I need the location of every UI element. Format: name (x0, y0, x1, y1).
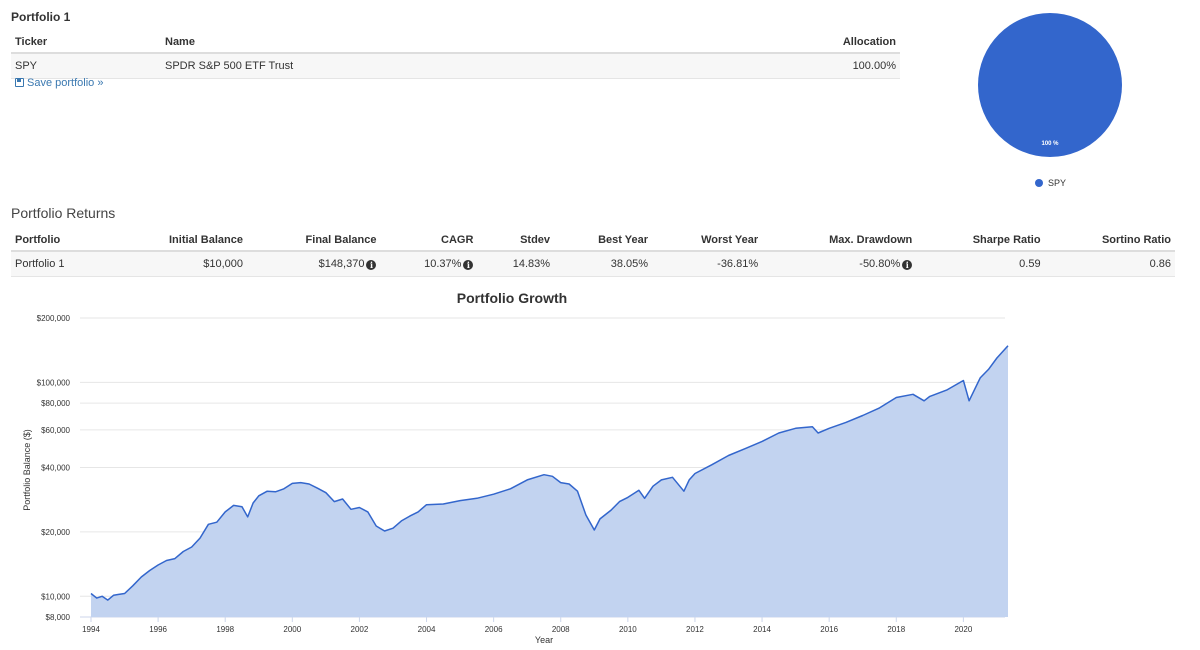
allocation-table: Ticker Name Allocation SPY SPDR S&P 500 … (11, 30, 900, 79)
legend-label-spy: SPY (1048, 178, 1067, 188)
column-header-cagr: CAGR (380, 228, 478, 252)
chart-title: Portfolio Growth (457, 290, 567, 306)
x-tick-label: 2002 (351, 625, 369, 634)
portfolio-title: Portfolio 1 (11, 10, 71, 24)
x-tick-label: 1994 (82, 625, 100, 634)
y-tick-label: $8,000 (46, 613, 71, 622)
allocation-cell: 100.00% (670, 53, 900, 79)
y-tick-label: $100,000 (37, 378, 71, 387)
info-icon[interactable]: i (463, 260, 474, 270)
x-tick-label: 2000 (283, 625, 301, 634)
max-drawdown-cell: -50.80% i (762, 251, 917, 277)
x-tick-label: 2006 (485, 625, 503, 634)
pie-slice-spy[interactable] (978, 13, 1122, 157)
x-tick-label: 1996 (149, 625, 167, 634)
series-line[interactable] (90, 345, 1009, 601)
column-header-max-drawdown: Max. Drawdown (762, 228, 917, 252)
column-header-sharpe-ratio: Sharpe Ratio (916, 228, 1045, 252)
column-header-stdev: Stdev (477, 228, 555, 252)
max-drawdown-value: -50.80% (859, 258, 901, 270)
y-tick-label: $10,000 (41, 592, 70, 601)
x-tick-label: 1998 (216, 625, 234, 634)
final-balance-value: $148,370 (318, 258, 365, 270)
cagr-value: 10.37% (424, 258, 462, 270)
y-tick-label: $40,000 (41, 464, 70, 473)
x-axis-label: Year (535, 635, 553, 645)
save-portfolio-label: Save portfolio » (27, 77, 104, 89)
y-tick-label: $20,000 (41, 528, 70, 537)
sortino-ratio-cell: 0.86 (1044, 251, 1175, 277)
column-header-final-balance: Final Balance (246, 228, 381, 252)
allocation-pie-chart: 100 % (978, 13, 1122, 157)
x-axis-ticks: 1994 1996 1998 2000 2002 2004 2006 2008 2010 2012… (82, 617, 973, 634)
worst-year-cell: -36.81% (652, 251, 763, 277)
y-tick-label: $200,000 (37, 314, 71, 323)
pie-legend[interactable]: SPY (1035, 178, 1066, 188)
info-icon[interactable]: i (902, 260, 913, 270)
best-year-cell: 38.05% (554, 251, 653, 277)
pie-slice-label: 100 % (1041, 141, 1059, 147)
x-tick-label: 2020 (954, 625, 972, 634)
portfolio-growth-chart: Portfolio Growth Portfolio Balance ($) Y… (22, 290, 1009, 645)
column-header-initial-balance: Initial Balance (108, 228, 247, 252)
x-tick-label: 2016 (820, 625, 838, 634)
column-header-portfolio: Portfolio (11, 228, 109, 252)
sharpe-ratio-cell: 0.59 (916, 251, 1045, 277)
x-tick-label: 2008 (552, 625, 570, 634)
ticker-cell: SPY (11, 53, 161, 79)
floppy-disk-icon (15, 78, 24, 87)
portfolio-cell: Portfolio 1 (11, 251, 109, 277)
x-tick-label: 2012 (686, 625, 704, 634)
column-header-ticker: Ticker (11, 30, 161, 54)
x-tick-label: 2018 (887, 625, 905, 634)
y-tick-label: $60,000 (41, 426, 70, 435)
returns-title: Portfolio Returns (11, 205, 116, 221)
x-tick-label: 2010 (619, 625, 637, 634)
column-header-best-year: Best Year (554, 228, 653, 252)
initial-balance-cell: $10,000 (108, 251, 247, 277)
table-row: SPY SPDR S&P 500 ETF Trust 100.00% (11, 53, 900, 79)
final-balance-cell: $148,370 i (246, 251, 381, 277)
y-axis-label: Portfolio Balance ($) (22, 429, 32, 511)
y-tick-label: $80,000 (41, 399, 70, 408)
series-area-fill (91, 345, 1008, 617)
x-tick-label: 2014 (753, 625, 771, 634)
cagr-cell: 10.37% i (380, 251, 478, 277)
column-header-allocation: Allocation (670, 30, 900, 54)
save-portfolio-link[interactable]: Save portfolio » (15, 77, 103, 89)
column-header-worst-year: Worst Year (652, 228, 763, 252)
table-row: Portfolio 1 $10,000 $148,370 i 10.37% i 14… (11, 251, 1175, 277)
y-axis-ticks: $8,000 $10,000 $20,000 $40,000 $60,000 $80,00… (37, 314, 71, 622)
stdev-cell: 14.83% (477, 251, 555, 277)
x-tick-label: 2004 (418, 625, 436, 634)
chart-series-area (90, 345, 1009, 617)
returns-table: Portfolio Initial Balance Final Balance … (11, 228, 1175, 277)
info-icon[interactable]: i (366, 260, 377, 270)
fund-name-cell: SPDR S&P 500 ETF Trust (161, 53, 671, 79)
legend-dot-icon (1035, 179, 1043, 187)
column-header-sortino-ratio: Sortino Ratio (1044, 228, 1175, 252)
column-header-name: Name (161, 30, 671, 54)
